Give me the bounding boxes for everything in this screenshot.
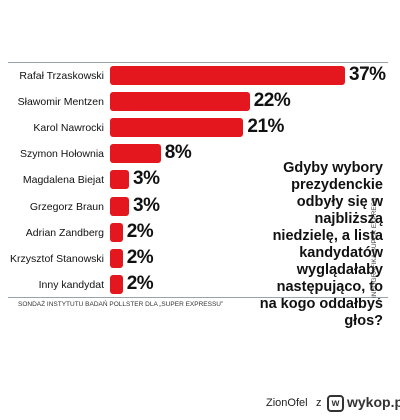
watermark-footer: ZionOfel z w wykop.pl — [0, 388, 400, 420]
bar-category-label: Szymon Hołownia — [19, 148, 104, 161]
bar-category-label: Sławomir Mentzen — [17, 96, 104, 109]
bar-category-label: Karol Nawrocki — [33, 122, 104, 135]
top-divider — [8, 62, 388, 63]
bar — [110, 222, 123, 242]
bar-value-label: 2% — [126, 246, 154, 268]
bar-value-label: 3% — [133, 194, 160, 216]
source-note: SONDAŻ INSTYTUTU BADAŃ POLLSTER DLA „SUP… — [18, 301, 224, 308]
bar — [110, 144, 161, 164]
bar-category-label: Magdalena Biejat — [22, 174, 104, 187]
wykop-logo-icon: w — [327, 395, 344, 412]
bar-category-label: Inny kandydat — [38, 278, 104, 291]
bar — [110, 66, 345, 85]
bar-category-label: Krzysztof Stanowski — [10, 252, 104, 265]
bar — [110, 196, 130, 216]
bar — [110, 118, 244, 138]
bottom-divider — [8, 297, 388, 298]
bar-value-label: 2% — [126, 272, 154, 294]
bar-category-label: Adrian Zandberg — [25, 226, 104, 239]
bar-value-label: 37% — [349, 64, 386, 85]
bar — [110, 92, 250, 112]
footer-username: ZionOfel — [266, 397, 308, 409]
bar-value-label: 21% — [247, 116, 284, 138]
bar-value-label: 8% — [164, 142, 192, 164]
bar — [110, 248, 123, 268]
bar-category-label: Rafał Trzaskowski — [19, 70, 104, 82]
survey-question: Gdyby wybory prezydenckie odbyły się w n… — [259, 160, 383, 329]
bar-category-label: Grzegorz Braun — [29, 200, 104, 213]
footer-site-name: wykop.pl — [347, 394, 400, 410]
bar-value-label: 2% — [126, 220, 154, 242]
infographic-credit: INFOGRAFIKA SUPER EXPRESS — [371, 197, 378, 298]
bar — [110, 274, 123, 294]
bar — [110, 170, 130, 190]
bar-value-label: 22% — [253, 90, 291, 112]
bar-value-label: 3% — [133, 168, 160, 190]
footer-separator: z — [316, 397, 322, 409]
